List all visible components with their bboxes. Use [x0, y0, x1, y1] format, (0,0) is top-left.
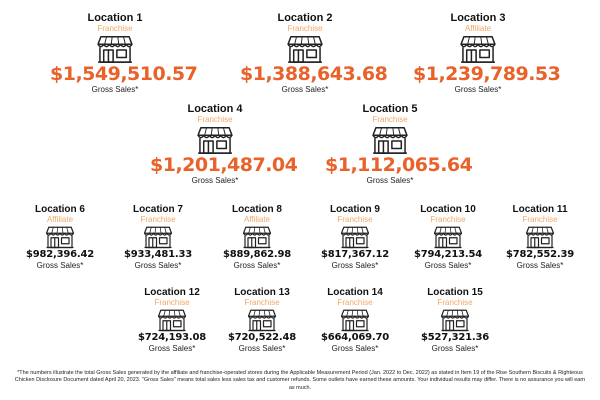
location-type: Franchise — [430, 215, 466, 224]
location-name: Location 8 — [231, 204, 282, 215]
gross-sales-label: Gross Sales* — [238, 343, 286, 353]
location-name: Location 15 — [427, 287, 483, 298]
gross-sales-label: Gross Sales* — [331, 343, 379, 353]
storefront-icon — [247, 309, 277, 332]
gross-sales-value: $1,112,065.64 — [325, 154, 473, 177]
storefront-icon — [340, 309, 370, 332]
gross-sales-value: $782,552.39 — [505, 249, 575, 261]
location-card: Location 4 Franchise $1,201,487.04 Gross Sa… — [150, 103, 298, 186]
gross-sales-value: $1,201,487.04 — [150, 154, 298, 177]
location-card: Location 9 Franchise $817,367.12 Gross Sale… — [290, 204, 420, 270]
gross-sales-label: Gross Sales* — [148, 343, 196, 353]
location-type: Franchise — [437, 298, 473, 307]
disclaimer-footnote: *The numbers illustrate the total Gross … — [14, 370, 586, 391]
storefront-icon — [242, 226, 272, 249]
gross-sales-label: Gross Sales* — [134, 260, 182, 270]
gross-sales-label: Gross Sales* — [454, 85, 502, 95]
location-name: Location 11 — [512, 204, 568, 215]
location-type: Franchise — [287, 24, 323, 34]
gross-sales-label: Gross Sales* — [91, 85, 139, 95]
location-name: Location 10 — [420, 204, 476, 215]
location-name: Location 1 — [87, 12, 143, 24]
location-card: Location 2 Franchise $1,388,643.68 Gross Sa… — [240, 12, 388, 95]
gross-sales-value: $889,862.98 — [222, 249, 292, 261]
location-type: Affiliate — [46, 215, 74, 224]
location-card: Location 5 Franchise $1,112,065.64 Gross Sa… — [325, 103, 473, 186]
gross-sales-value: $1,239,789.53 — [413, 63, 561, 86]
location-name: Location 5 — [362, 103, 418, 115]
gross-sales-value: $982,396.42 — [25, 249, 95, 261]
storefront-icon — [372, 127, 408, 155]
gross-sales-value: $1,549,510.57 — [50, 63, 198, 86]
gross-sales-value: $720,522.48 — [227, 332, 297, 344]
location-name: Location 12 — [144, 287, 200, 298]
gross-sales-value: $933,481.33 — [123, 249, 193, 261]
location-name: Location 3 — [450, 12, 506, 24]
storefront-icon — [460, 36, 496, 64]
location-type: Affiliate — [243, 215, 271, 224]
gross-sales-label: Gross Sales* — [233, 260, 281, 270]
location-name: Location 2 — [277, 12, 333, 24]
gross-sales-value: $664,069.70 — [320, 332, 390, 344]
location-type: Franchise — [337, 215, 373, 224]
location-type: Franchise — [244, 298, 280, 307]
location-name: Location 13 — [234, 287, 290, 298]
gross-sales-value: $817,367.12 — [320, 249, 390, 261]
storefront-icon — [157, 309, 187, 332]
gross-sales-value: $794,213.54 — [413, 249, 483, 261]
gross-sales-label: Gross Sales* — [431, 343, 479, 353]
gross-sales-label: Gross Sales* — [281, 85, 329, 95]
location-card: Location 3 Affiliate $1,239,789.53 Gross Sa… — [413, 12, 561, 95]
location-name: Location 4 — [187, 103, 243, 115]
gross-sales-label: Gross Sales* — [366, 176, 414, 186]
storefront-icon — [340, 226, 370, 249]
location-card: Location 12 Franchise $724,193.08 Gross Sal… — [107, 287, 237, 353]
storefront-icon — [525, 226, 555, 249]
location-type: Affiliate — [464, 24, 492, 34]
gross-sales-label: Gross Sales* — [36, 260, 84, 270]
location-card: Location 6 Affiliate $982,396.42 Gross Sale… — [0, 204, 125, 270]
storefront-icon — [433, 226, 463, 249]
location-type: Franchise — [337, 298, 373, 307]
location-card: Location 10 Franchise $794,213.54 Gross Sal… — [383, 204, 513, 270]
location-name: Location 14 — [327, 287, 383, 298]
gross-sales-label: Gross Sales* — [331, 260, 379, 270]
location-card: Location 13 Franchise $720,522.48 Gross Sal… — [197, 287, 327, 353]
location-card: Location 8 Affiliate $889,862.98 Gross Sale… — [192, 204, 322, 270]
gross-sales-label: Gross Sales* — [516, 260, 564, 270]
gross-sales-label: Gross Sales* — [191, 176, 239, 186]
storefront-icon — [45, 226, 75, 249]
location-type: Franchise — [522, 215, 558, 224]
storefront-icon — [440, 309, 470, 332]
location-type: Franchise — [140, 215, 176, 224]
location-card: Location 1 Franchise $1,549,510.57 Gross Sa… — [50, 12, 198, 95]
gross-sales-value: $1,388,643.68 — [240, 63, 388, 86]
location-type: Franchise — [197, 115, 233, 125]
storefront-icon — [97, 36, 133, 64]
location-card: Location 7 Franchise $933,481.33 Gross Sale… — [93, 204, 223, 270]
location-name: Location 7 — [132, 204, 183, 215]
location-name: Location 9 — [329, 204, 380, 215]
location-type: Franchise — [372, 115, 408, 125]
gross-sales-value: $724,193.08 — [137, 332, 207, 344]
storefront-icon — [287, 36, 323, 64]
gross-sales-value: $527,321.36 — [420, 332, 490, 344]
location-type: Franchise — [97, 24, 133, 34]
location-card: Location 15 Franchise $527,321.36 Gross Sal… — [390, 287, 520, 353]
location-card: Location 14 Franchise $664,069.70 Gross Sal… — [290, 287, 420, 353]
location-type: Franchise — [154, 298, 190, 307]
location-card: Location 11 Franchise $782,552.39 Gross Sal… — [475, 204, 600, 270]
location-name: Location 6 — [34, 204, 85, 215]
storefront-icon — [143, 226, 173, 249]
storefront-icon — [197, 127, 233, 155]
gross-sales-label: Gross Sales* — [424, 260, 472, 270]
